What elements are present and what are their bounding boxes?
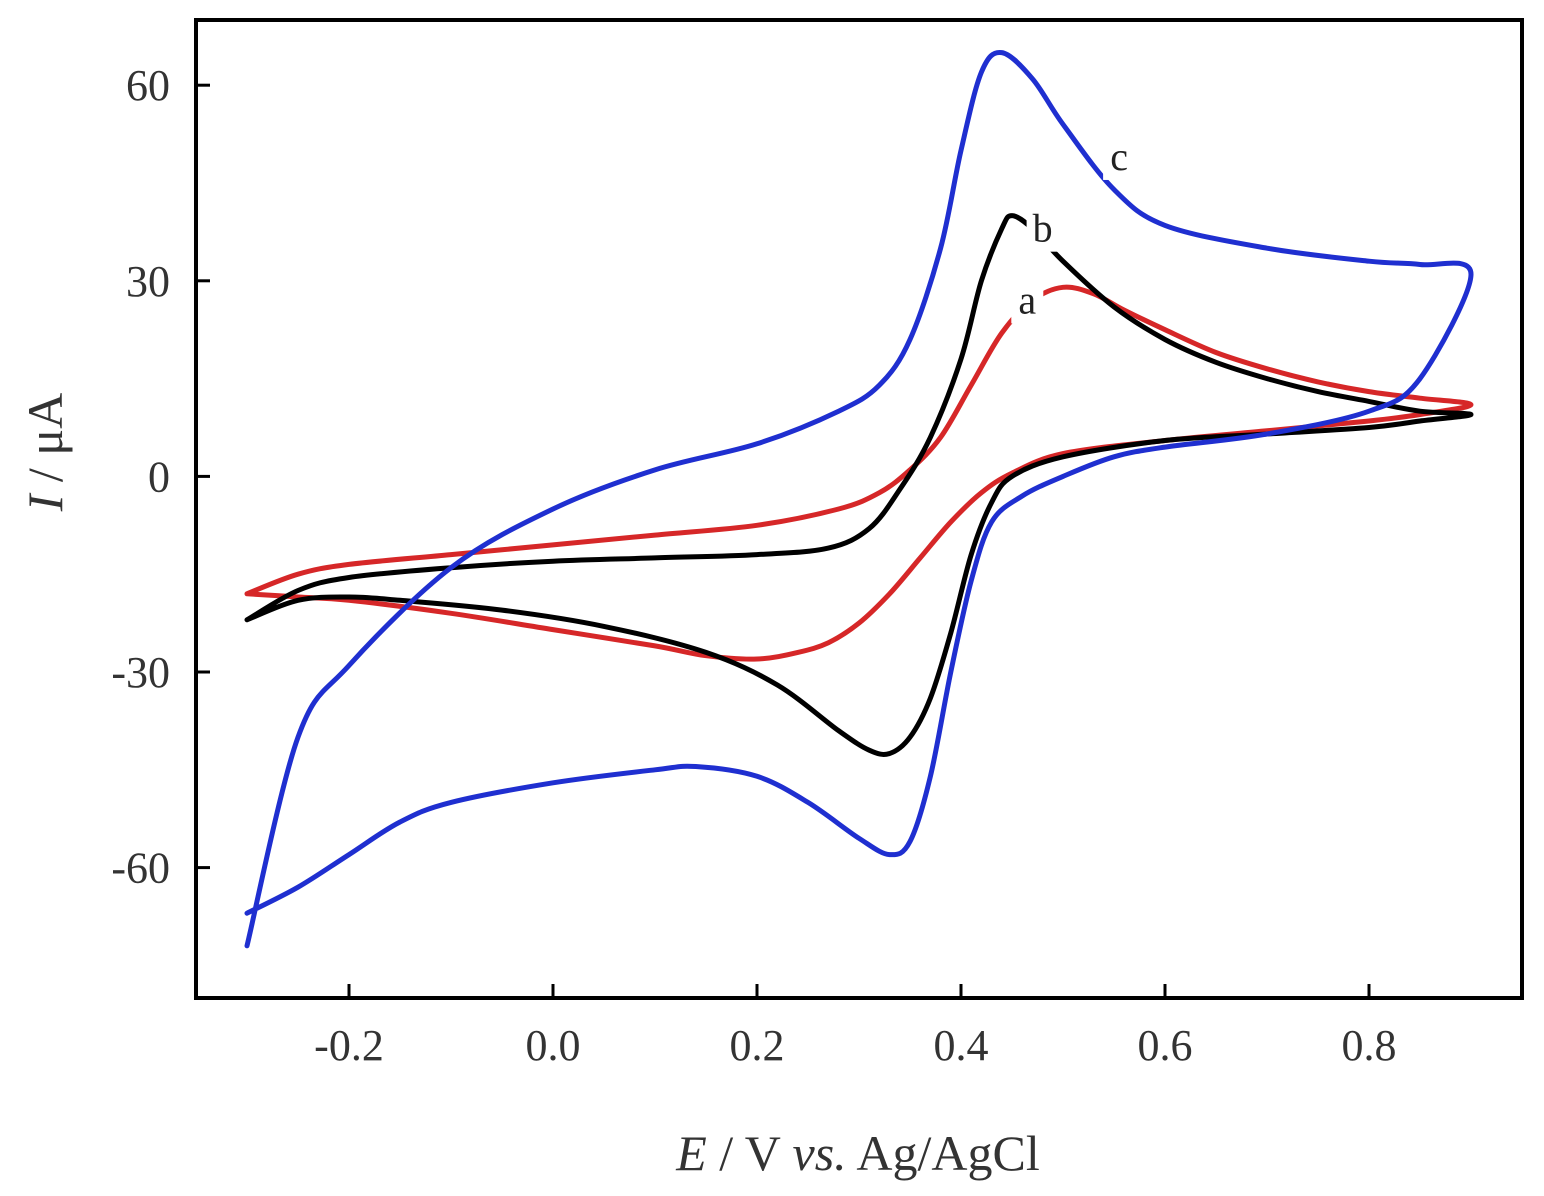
y-tick-label: 0 [148, 452, 170, 501]
plot-frame [194, 18, 1524, 1000]
x-tick-label: 0.0 [526, 1021, 581, 1070]
x-tick-label: 0.8 [1342, 1021, 1397, 1070]
x-axis-title: E / V vs. Ag/AgCl [675, 1125, 1040, 1181]
y-tick-label: -60 [111, 844, 170, 893]
curve-label-c: c [1110, 134, 1128, 179]
x-axis-variable: E [675, 1125, 707, 1181]
curve-a [244, 284, 1474, 662]
y-axis-title: I / μA [17, 393, 73, 512]
x-tick-label: -0.2 [314, 1021, 384, 1070]
curve-label-b: b [1033, 206, 1053, 251]
curves-layer [244, 49, 1474, 949]
curve-label-background-b [1026, 211, 1059, 252]
x-axis-ticks: -0.2 0.0 0.2 0.4 0.6 0.8 [314, 984, 1397, 1070]
curve-label-a: a [1018, 277, 1036, 322]
x-tick-label: 0.4 [934, 1021, 989, 1070]
curve-label-background-c [1103, 139, 1136, 180]
y-axis-variable: I [17, 492, 73, 512]
curve-label-background-a [1011, 283, 1044, 324]
y-axis-ticks: -60 -30 0 30 60 [111, 61, 210, 893]
x-axis-vs: vs. [793, 1125, 847, 1181]
y-axis-unit: / μA [17, 393, 73, 495]
curve-c [244, 49, 1474, 949]
curve-b [244, 213, 1474, 757]
x-axis-reference: Ag/AgCl [847, 1125, 1040, 1181]
curve-labels-layer: ab c [1011, 134, 1136, 324]
y-tick-label: -30 [111, 648, 170, 697]
x-axis-unit: / V [707, 1125, 793, 1181]
y-tick-label: 30 [126, 257, 170, 306]
x-tick-label: 0.6 [1138, 1021, 1193, 1070]
x-tick-label: 0.2 [730, 1021, 785, 1070]
y-tick-label: 60 [126, 61, 170, 110]
